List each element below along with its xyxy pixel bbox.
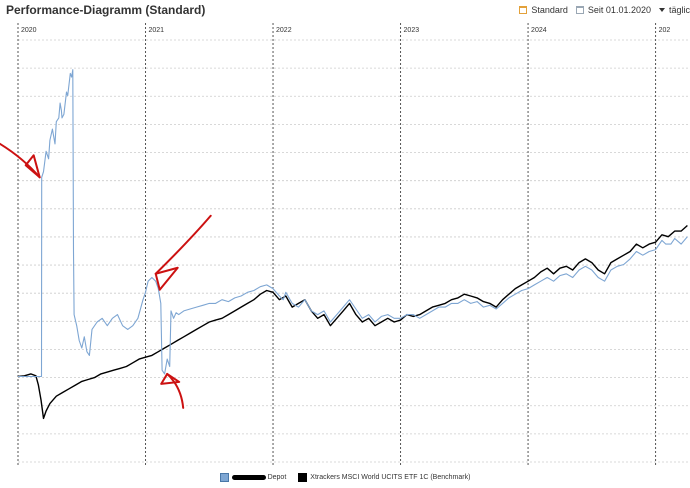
chart-grid [17, 23, 690, 465]
annotation-arrow-head [154, 266, 179, 291]
chart-series [17, 69, 688, 420]
period-selector-label: Seit 01.01.2020 [587, 5, 651, 15]
legend-item-depot[interactable]: Depot [219, 473, 287, 482]
performance-chart: 2020 2021 2022 2023 2024 202 [0, 23, 690, 465]
calendar-icon [575, 6, 584, 14]
x-axis-labels: 2020 2021 2022 2023 2024 202 [21, 27, 670, 34]
interval-selector[interactable]: täglic [658, 5, 690, 15]
view-selector[interactable]: Standard [519, 5, 568, 15]
view-selector-label: Standard [531, 5, 568, 15]
chart-legend: Depot Xtrackers MSCI World UCITS ETF 1C … [0, 473, 690, 482]
caret-down-icon [658, 8, 665, 12]
x-tick-label: 2023 [404, 27, 420, 34]
legend-swatch-depot [219, 473, 229, 482]
legend-scribble [231, 475, 266, 480]
legend-swatch-benchmark [298, 473, 308, 482]
series-line-depot [18, 69, 688, 378]
x-tick-label: 2022 [276, 27, 292, 34]
calendar-icon [519, 6, 528, 14]
legend-item-benchmark[interactable]: Xtrackers MSCI World UCITS ETF 1C (Bench… [298, 473, 470, 482]
chart-toolbar: Standard Seit 01.01.2020 täglic [519, 2, 690, 18]
legend-label-benchmark: Xtrackers MSCI World UCITS ETF 1C (Bench… [310, 474, 471, 481]
period-selector[interactable]: Seit 01.01.2020 [575, 5, 651, 15]
x-tick-label: 2024 [531, 27, 547, 34]
chart-annotations [0, 142, 212, 409]
x-tick-label: 2020 [21, 27, 37, 34]
annotation-arrow-head [24, 154, 41, 179]
legend-label-depot: Depot [267, 474, 287, 481]
x-tick-label: 202 [659, 27, 671, 34]
chart-title: Performance-Diagramm (Standard) [6, 3, 206, 17]
annotation-arrow-head [160, 372, 181, 385]
series-line-benchmark [17, 224, 688, 420]
interval-selector-label: täglic [668, 5, 690, 15]
annotation-arrow-shaft [154, 214, 212, 275]
x-tick-label: 2021 [149, 27, 165, 34]
